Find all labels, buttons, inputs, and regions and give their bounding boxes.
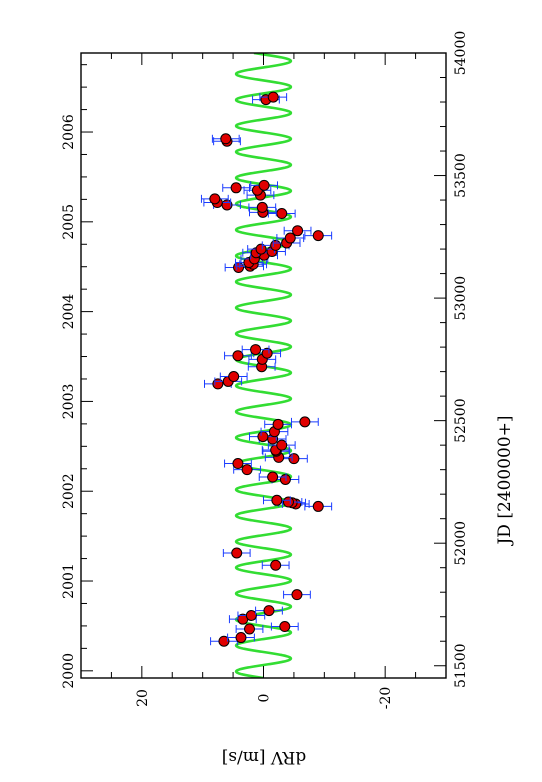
data-point	[290, 416, 319, 428]
data-marker	[261, 347, 273, 359]
data-marker	[270, 239, 282, 251]
data-marker	[230, 182, 242, 194]
data-point	[247, 243, 275, 255]
data-point	[263, 494, 291, 506]
data-point	[255, 605, 283, 617]
data-marker	[291, 589, 303, 601]
data-point	[219, 371, 248, 383]
data-marker	[241, 464, 253, 476]
data-point	[224, 458, 252, 470]
data-point	[222, 547, 251, 559]
data-point	[235, 623, 264, 635]
data-marker	[279, 621, 291, 633]
year-tick-label: 2003	[61, 384, 77, 420]
data-marker	[279, 473, 291, 485]
data-marker	[232, 350, 244, 362]
data-point	[227, 632, 255, 644]
data-marker	[244, 623, 256, 635]
data-point	[280, 453, 308, 465]
data-point	[270, 621, 299, 633]
jd-axis-title: JD [2400000+]	[495, 415, 515, 546]
year-tick-label: 2002	[61, 473, 77, 509]
data-point	[241, 344, 270, 356]
drv-tick-label: -20	[378, 687, 394, 710]
data-point	[304, 230, 333, 242]
data-marker	[282, 496, 294, 508]
data-marker	[272, 418, 284, 430]
data-point	[233, 464, 261, 476]
data-point	[248, 201, 277, 213]
data-point	[261, 559, 290, 571]
year-tick-label: 2001	[61, 563, 77, 599]
data-marker	[218, 635, 230, 647]
data-marker	[258, 179, 270, 191]
data-marker	[299, 416, 311, 428]
data-marker	[312, 500, 324, 512]
jd-tick-label: 53000	[453, 276, 469, 321]
data-point	[250, 179, 278, 191]
data-marker	[255, 243, 267, 255]
jd-tick-label: 52000	[453, 521, 469, 566]
data-point	[200, 193, 229, 205]
data-marker	[292, 225, 304, 237]
data-point	[211, 133, 240, 145]
drv-axis-title: dRV [m/s]	[222, 747, 307, 767]
data-marker	[256, 201, 268, 213]
data-point	[283, 589, 311, 601]
data-point	[259, 91, 288, 103]
ticks-layer	[80, 52, 447, 678]
jd-tick-label: 51500	[453, 643, 469, 688]
drv-tick-label: 20	[135, 689, 151, 707]
data-marker	[245, 610, 257, 621]
data-marker	[276, 208, 288, 220]
data-marker	[267, 91, 279, 103]
data-point	[258, 471, 287, 483]
tick-labels-layer: 20 0 -20 51500 52000 52500 53000 53500 54000 2000…	[61, 31, 469, 710]
data-marker	[232, 458, 244, 470]
data-point	[253, 347, 282, 359]
data-point	[267, 439, 296, 451]
data-point	[224, 350, 252, 362]
data-marker	[231, 547, 243, 559]
year-tick-label: 2005	[61, 204, 77, 240]
data-marker	[263, 605, 275, 617]
year-tick-label: 2004	[61, 294, 77, 330]
year-tick-label: 2006	[61, 114, 77, 150]
data-marker	[284, 232, 296, 244]
data-point	[210, 635, 238, 647]
year-tick-label: 2000	[61, 653, 77, 689]
data-marker	[312, 230, 324, 242]
data-marker	[228, 371, 240, 383]
data-marker	[271, 494, 283, 506]
data-point	[249, 431, 277, 443]
data-marker	[235, 632, 247, 644]
jd-tick-label: 54000	[453, 31, 469, 76]
jd-tick-label: 53500	[453, 153, 469, 198]
drv-tick-label: 0	[257, 694, 273, 703]
data-marker	[220, 133, 232, 145]
data-marker	[257, 431, 269, 443]
data-marker	[267, 471, 279, 483]
data-marker	[250, 344, 262, 356]
data-points-layer	[200, 91, 333, 647]
jd-tick-label: 52500	[453, 398, 469, 443]
data-point	[276, 232, 305, 244]
data-marker	[276, 439, 288, 451]
data-point	[222, 182, 251, 194]
data-marker	[288, 453, 300, 465]
data-marker	[270, 559, 282, 571]
data-point	[283, 225, 312, 237]
data-marker	[209, 193, 221, 205]
